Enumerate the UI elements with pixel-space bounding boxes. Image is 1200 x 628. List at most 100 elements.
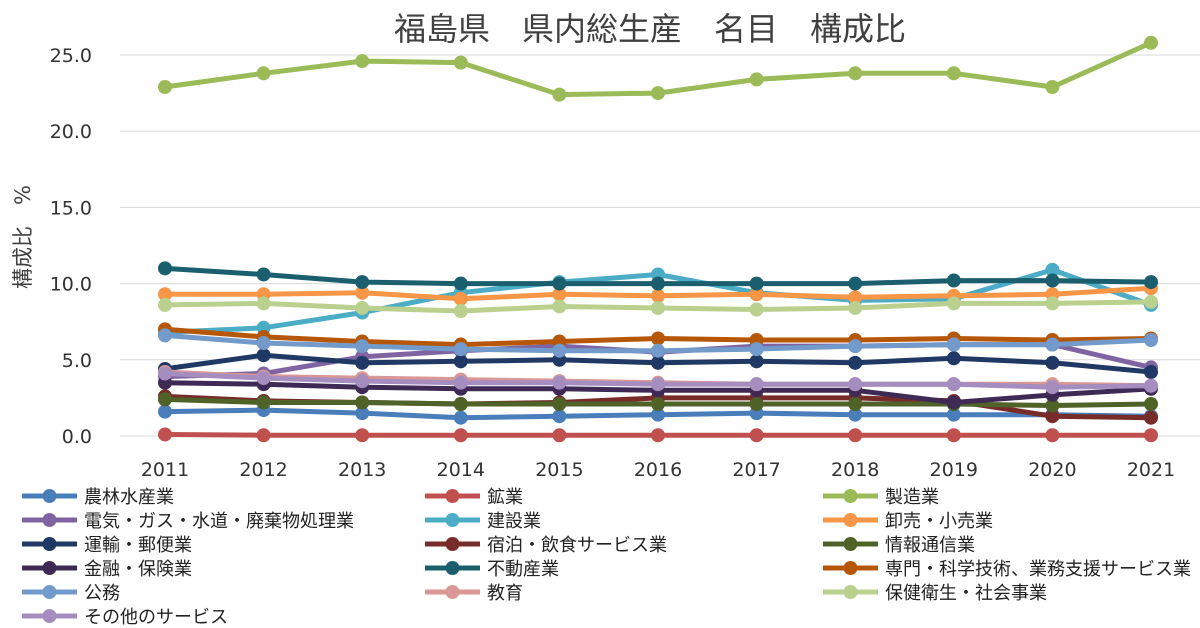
- data-point: [749, 377, 764, 392]
- data-point: [453, 375, 468, 390]
- legend-entry: その他のサービス: [22, 607, 228, 628]
- data-point: [158, 366, 172, 381]
- data-point: [256, 336, 271, 351]
- data-point: [552, 396, 567, 411]
- legend-label: 公務: [84, 583, 120, 604]
- data-point: [1045, 355, 1060, 370]
- data-point: [1045, 296, 1060, 311]
- data-point: [848, 276, 863, 291]
- data-point: [1144, 35, 1158, 50]
- data-point: [946, 351, 961, 366]
- data-point: [946, 428, 961, 443]
- data-point: [749, 72, 764, 87]
- data-point: [355, 54, 370, 69]
- data-point: [651, 343, 665, 358]
- series-3: [158, 35, 1158, 102]
- x-tick-label: 2011: [141, 459, 189, 481]
- legend-label: 金融・保険業: [84, 559, 192, 580]
- legend-entry: 保健衛生・社会事業: [823, 583, 1047, 604]
- x-tick-label: 2019: [930, 459, 978, 481]
- series-11: [158, 261, 1158, 291]
- data-point: [946, 337, 961, 352]
- data-point: [355, 374, 370, 389]
- data-point: [749, 428, 764, 443]
- data-point: [552, 87, 567, 102]
- legend-entry: 公務: [22, 583, 120, 604]
- legend-label: 情報通信業: [885, 535, 975, 556]
- legend-entry: 金融・保険業: [22, 559, 192, 580]
- data-point: [256, 371, 271, 386]
- legend-label: 農林水産業: [84, 487, 174, 508]
- data-point: [848, 396, 863, 411]
- legend-entry: 宿泊・飲食サービス業: [425, 535, 667, 556]
- data-point: [158, 287, 172, 302]
- y-axis-label: 構成比 %: [11, 185, 35, 289]
- data-point: [453, 276, 468, 291]
- legend-entry: 卸売・小売業: [823, 511, 993, 532]
- y-tick-label: 10.0: [50, 274, 92, 296]
- legend-label: 教育: [487, 583, 523, 604]
- data-point: [1045, 262, 1060, 277]
- legend-entry: 建設業: [425, 511, 541, 532]
- data-point: [552, 428, 567, 443]
- data-point: [552, 343, 567, 358]
- legend-label: 宿泊・飲食サービス業: [487, 535, 667, 556]
- data-point: [651, 86, 665, 101]
- series-9: [158, 392, 1158, 413]
- x-tick-label: 2020: [1028, 459, 1076, 481]
- legend-label: 運輸・郵便業: [84, 535, 192, 556]
- data-point: [158, 392, 172, 407]
- data-point: [1045, 398, 1060, 413]
- x-tick-label: 2017: [732, 459, 780, 481]
- data-point: [1144, 332, 1158, 347]
- data-point: [355, 275, 370, 290]
- data-point: [946, 296, 961, 311]
- legend-label: 不動産業: [487, 559, 559, 580]
- data-point: [1144, 378, 1158, 393]
- data-point: [946, 377, 961, 392]
- x-axis-ticks: 2011 2012 2013 2014 2015 2016 2017 2018 2019 2020…: [141, 459, 1175, 481]
- data-point: [256, 348, 271, 363]
- x-tick-label: 2018: [831, 459, 879, 481]
- data-point: [552, 299, 567, 314]
- series-15: [158, 294, 1158, 319]
- data-point: [946, 66, 961, 81]
- legend-label: 製造業: [885, 487, 939, 508]
- legend-entry: 不動産業: [425, 559, 559, 580]
- data-point: [552, 375, 567, 390]
- series-lines: [158, 35, 1158, 443]
- data-point: [848, 428, 863, 443]
- legend-entry: 教育: [425, 583, 523, 604]
- data-point: [749, 287, 764, 302]
- x-tick-label: 2015: [535, 459, 583, 481]
- legend-swatch-marker: [445, 537, 460, 551]
- data-point: [453, 342, 468, 357]
- legend-label: 卸売・小売業: [885, 511, 993, 532]
- series-16: [158, 366, 1158, 395]
- data-point: [453, 428, 468, 443]
- data-point: [749, 354, 764, 369]
- data-point: [848, 377, 863, 392]
- x-tick-label: 2013: [338, 459, 386, 481]
- data-point: [552, 409, 567, 424]
- data-point: [552, 287, 567, 302]
- legend-swatch-marker: [843, 585, 858, 599]
- legend-entry: 専門・科学技術、業務支援サービス業: [823, 559, 1191, 580]
- data-point: [1144, 275, 1158, 290]
- y-tick-label: 15.0: [50, 197, 92, 219]
- legend-swatch-marker: [843, 489, 858, 503]
- y-tick-label: 0.0: [62, 426, 92, 448]
- legend-label: 電気・ガス・水道・廃棄物処理業: [84, 511, 354, 532]
- data-point: [848, 300, 863, 315]
- legend-entry: 製造業: [823, 487, 939, 508]
- data-point: [158, 261, 172, 276]
- data-point: [749, 342, 764, 357]
- legend-entry: 情報通信業: [823, 535, 975, 556]
- data-point: [651, 276, 665, 291]
- data-point: [651, 355, 665, 370]
- y-axis-ticks: 0.0 5.0 10.0 15.0 20.0 25.0: [50, 45, 92, 448]
- x-tick-label: 2021: [1127, 459, 1175, 481]
- data-point: [355, 285, 370, 300]
- data-point: [1144, 428, 1158, 443]
- y-tick-label: 5.0: [62, 350, 92, 372]
